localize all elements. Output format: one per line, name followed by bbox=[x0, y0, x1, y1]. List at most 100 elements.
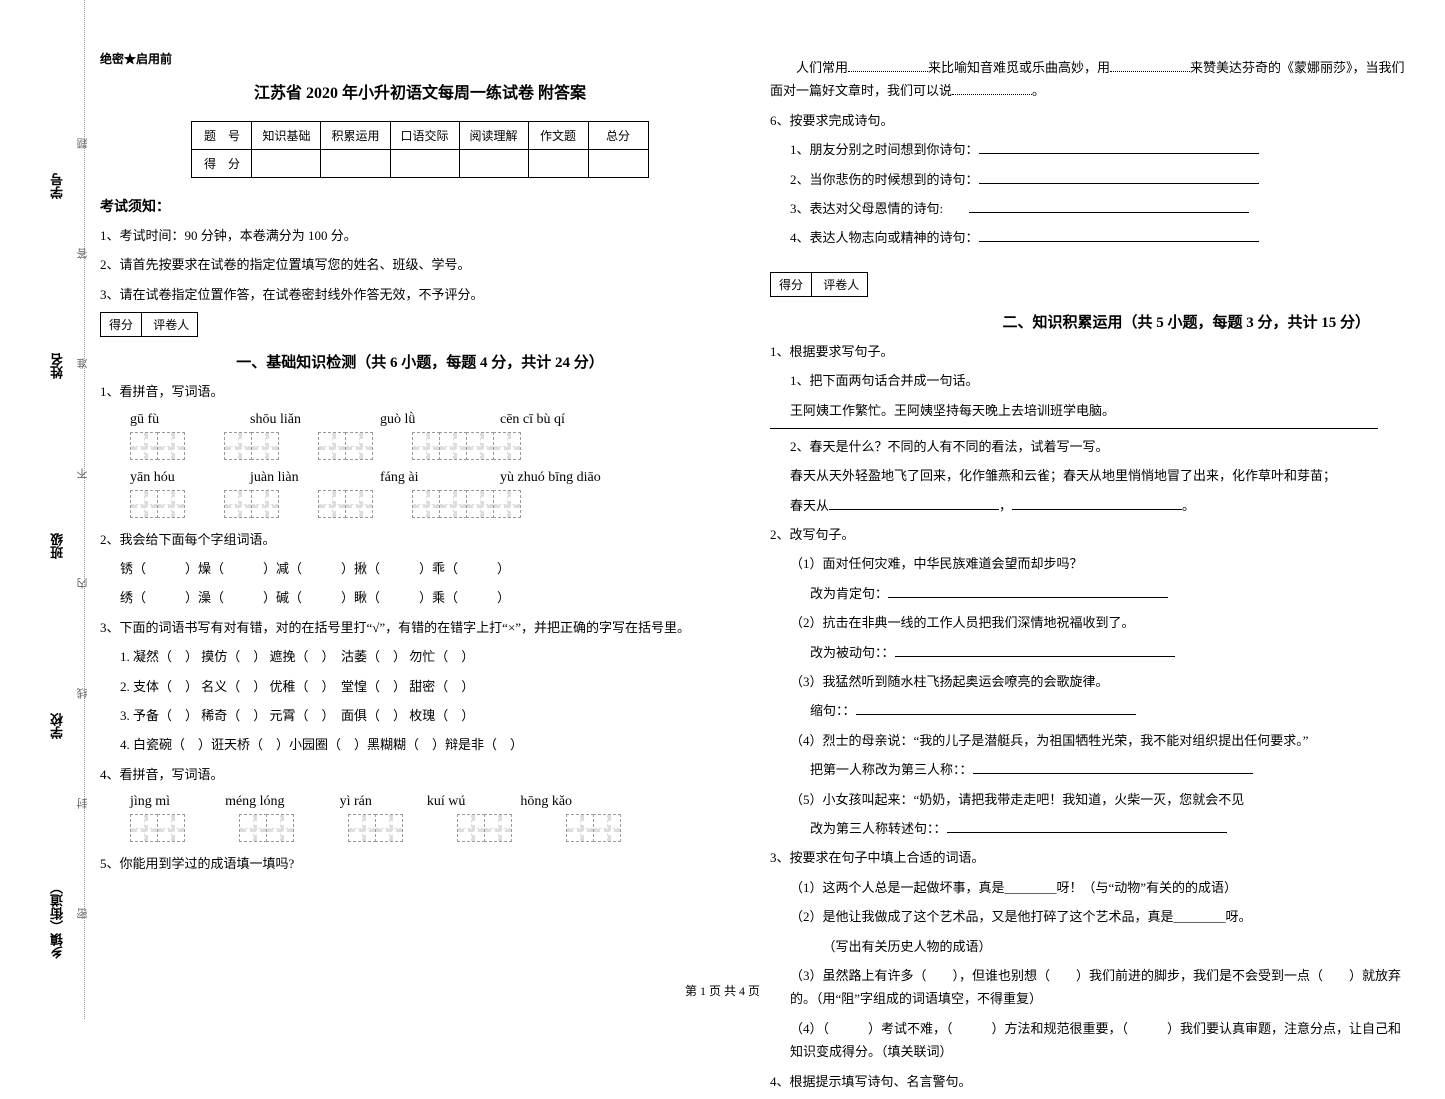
cell-5[interactable] bbox=[528, 150, 588, 178]
s1-q6-l4: 4、表达人物志向或精神的诗句： bbox=[770, 226, 1410, 249]
py4-2: yì rán bbox=[340, 794, 372, 810]
q6-t1: 1、朋友分别之时间想到你诗句： bbox=[790, 142, 979, 157]
s2q2-i3t: 缩句：： bbox=[770, 699, 1410, 722]
py-2-2: fáng ài bbox=[380, 470, 460, 486]
q5-t4: 。 bbox=[1032, 83, 1045, 98]
i3t: 缩句：： bbox=[810, 703, 856, 718]
s1-q6-stem: 6、按要求完成诗句。 bbox=[770, 109, 1410, 132]
boxes-2-0[interactable] bbox=[130, 490, 184, 518]
th-4: 阅读理解 bbox=[459, 122, 528, 150]
cell-2[interactable] bbox=[321, 150, 390, 178]
i3blank[interactable] bbox=[856, 701, 1136, 715]
s2-q3-stem: 3、按要求在句子中填上合适的词语。 bbox=[770, 846, 1410, 869]
cell-6[interactable] bbox=[588, 150, 648, 178]
page-body: 绝密★启用前 江苏省 2020 年小升初语文每周一练试卷 附答案 题 号 知识基… bbox=[100, 50, 1420, 1099]
s1-q3-l3: 3. 予备（ ） 稀奇（ ） 元霄（ ） 面俱（ ） 枚瑰（ ） bbox=[100, 704, 740, 727]
seal-char-7: 题 bbox=[75, 138, 91, 149]
q6-b1[interactable] bbox=[979, 140, 1259, 154]
s1q1-pinyin-row2: yān hóu juàn liàn fáng ài yù zhuó bīng d… bbox=[130, 470, 740, 486]
i5b: 小女孩叫起来：“奶奶，请把我带走走吧！我知道，火柴一灭，您就会不见 bbox=[823, 792, 1245, 807]
s2q3-l2: （2）是他让我做成了这个艺术品，又是他打碎了这个艺术品，真是________呀。 bbox=[770, 905, 1410, 928]
sub2-b2[interactable] bbox=[1012, 496, 1182, 510]
section2-title: 二、知识积累运用（共 5 小题，每题 3 分，共计 15 分） bbox=[770, 311, 1410, 332]
b4-2[interactable] bbox=[348, 814, 402, 842]
b4-0[interactable] bbox=[130, 814, 184, 842]
py-1-2: guò lǜ bbox=[380, 412, 460, 428]
s1-q3-stem: 3、下面的词语书写有对有错，对的在括号里打“√”，有错的在错字上打“×”，并把正… bbox=[100, 616, 740, 639]
binding-label-class: 班级 bbox=[48, 533, 67, 559]
paper-title: 江苏省 2020 年小升初语文每周一练试卷 附答案 bbox=[100, 79, 740, 103]
s2-q1-sub2-fill: 春天从，。 bbox=[770, 494, 1410, 517]
py-1-3: cēn cī bù qí bbox=[500, 412, 660, 428]
page-footer: 第 1 页 共 4 页 bbox=[0, 982, 1445, 999]
s2-q1-stem: 1、根据要求写句子。 bbox=[770, 340, 1410, 363]
s2-q1-sub1: 1、把下面两句话合并成一句话。 bbox=[770, 369, 1410, 392]
th-5: 作文题 bbox=[528, 122, 588, 150]
s1-q1-stem: 1、看拼音，写词语。 bbox=[100, 380, 740, 403]
i1blank[interactable] bbox=[888, 584, 1168, 598]
q6-b3[interactable] bbox=[969, 199, 1249, 213]
boxes-2-2[interactable] bbox=[318, 490, 372, 518]
q5-blank3[interactable] bbox=[952, 81, 1032, 95]
i1b: 面对任何灾难，中华民族难道会望而却步吗？ bbox=[823, 556, 1083, 571]
boxes-1-3[interactable] bbox=[412, 432, 520, 460]
th-2: 积累运用 bbox=[321, 122, 390, 150]
py-1-1: shōu liǎn bbox=[250, 412, 340, 428]
score-summary-table: 题 号 知识基础 积累运用 口语交际 阅读理解 作文题 总分 得 分 bbox=[191, 121, 648, 178]
s1q1-boxes-row1 bbox=[130, 432, 740, 460]
s2q2-i2t: 改为被动句：： bbox=[770, 641, 1410, 664]
b4-4[interactable] bbox=[566, 814, 620, 842]
s2q3-l2b: （写出有关历史人物的成语） bbox=[770, 935, 1410, 958]
boxes-1-0[interactable] bbox=[130, 432, 184, 460]
binding-label-name: 姓名 bbox=[48, 353, 67, 379]
q6-b4[interactable] bbox=[979, 228, 1259, 242]
notice-2: 2、请首先按要求在试卷的指定位置填写您的姓名、班级、学号。 bbox=[100, 253, 740, 276]
grader-label-2: 评卷人 bbox=[815, 273, 867, 296]
s2q2-i1t: 改为肯定句： bbox=[770, 582, 1410, 605]
boxes-2-1[interactable] bbox=[224, 490, 278, 518]
boxes-1-2[interactable] bbox=[318, 432, 372, 460]
py4-1: méng lóng bbox=[225, 794, 285, 810]
i5t: 改为第三人称转述句：： bbox=[810, 821, 947, 836]
cell-3[interactable] bbox=[390, 150, 459, 178]
confidential-note: 绝密★启用前 bbox=[100, 50, 740, 67]
right-column: 人们常用来比喻知音难觅或乐曲高妙，用来赞美达芬奇的《蒙娜丽莎》，当我们面对一篇好… bbox=[770, 50, 1410, 1099]
q5-t2: 来比喻知音难觅或乐曲高妙，用 bbox=[928, 60, 1110, 75]
py-2-0: yān hóu bbox=[130, 470, 210, 486]
i5n: （5） bbox=[790, 792, 823, 807]
sub2-fill-label: 春天从 bbox=[790, 498, 829, 513]
s2q2-i1: （1）面对任何灾难，中华民族难道会望而却步吗？ bbox=[770, 552, 1410, 575]
i4b: 烈士的母亲说：“我的儿子是潜艇兵，为祖国牺牲光荣，我不能对组织提出任何要求。” bbox=[823, 733, 1309, 748]
i2blank[interactable] bbox=[895, 643, 1175, 657]
q6-b2[interactable] bbox=[979, 170, 1259, 184]
s2q2-i5t: 改为第三人称转述句：： bbox=[770, 817, 1410, 840]
b4-3[interactable] bbox=[457, 814, 511, 842]
s2q3-l1: （1）这两个人总是一起做坏事，真是________呀！（与“动物”有关的的成语） bbox=[770, 876, 1410, 899]
py-2-3: yù zhuó bīng diāo bbox=[500, 470, 660, 486]
answer-line-1[interactable] bbox=[770, 428, 1378, 429]
th-3: 口语交际 bbox=[390, 122, 459, 150]
i5blank[interactable] bbox=[947, 819, 1227, 833]
py4-4: hōng kǎo bbox=[520, 794, 572, 810]
s2q2-i3: （3）我猛然听到随水柱飞扬起奥运会嘹亮的会歌旋律。 bbox=[770, 670, 1410, 693]
i3n: （3） bbox=[790, 674, 823, 689]
score-label: 得分 bbox=[101, 313, 142, 336]
py4-3: kuí wú bbox=[427, 794, 466, 810]
s2q2-i4t: 把第一人称改为第三人称：： bbox=[770, 758, 1410, 781]
q5-blank2[interactable] bbox=[1110, 58, 1190, 72]
cell-1[interactable] bbox=[252, 150, 321, 178]
s1q4-pinyin: jìng mì méng lóng yì rán kuí wú hōng kǎo bbox=[130, 794, 740, 810]
row-label: 得 分 bbox=[192, 150, 252, 178]
cell-4[interactable] bbox=[459, 150, 528, 178]
table-header-row: 题 号 知识基础 积累运用 口语交际 阅读理解 作文题 总分 bbox=[192, 122, 648, 150]
binding-label-id: 学号 bbox=[48, 173, 67, 199]
s1q1-pinyin-row1: gū fù shōu liǎn guò lǜ cēn cī bù qí bbox=[130, 412, 740, 428]
q5-blank1[interactable] bbox=[848, 58, 928, 72]
i4blank[interactable] bbox=[973, 760, 1253, 774]
boxes-2-3[interactable] bbox=[412, 490, 520, 518]
sub2-b1[interactable] bbox=[829, 496, 999, 510]
th-0: 题 号 bbox=[192, 122, 252, 150]
b4-1[interactable] bbox=[239, 814, 293, 842]
boxes-1-1[interactable] bbox=[224, 432, 278, 460]
s1-q3-l2: 2. 支体（ ） 名义（ ） 优稚（ ） 堂惶（ ） 甜密（ ） bbox=[100, 675, 740, 698]
